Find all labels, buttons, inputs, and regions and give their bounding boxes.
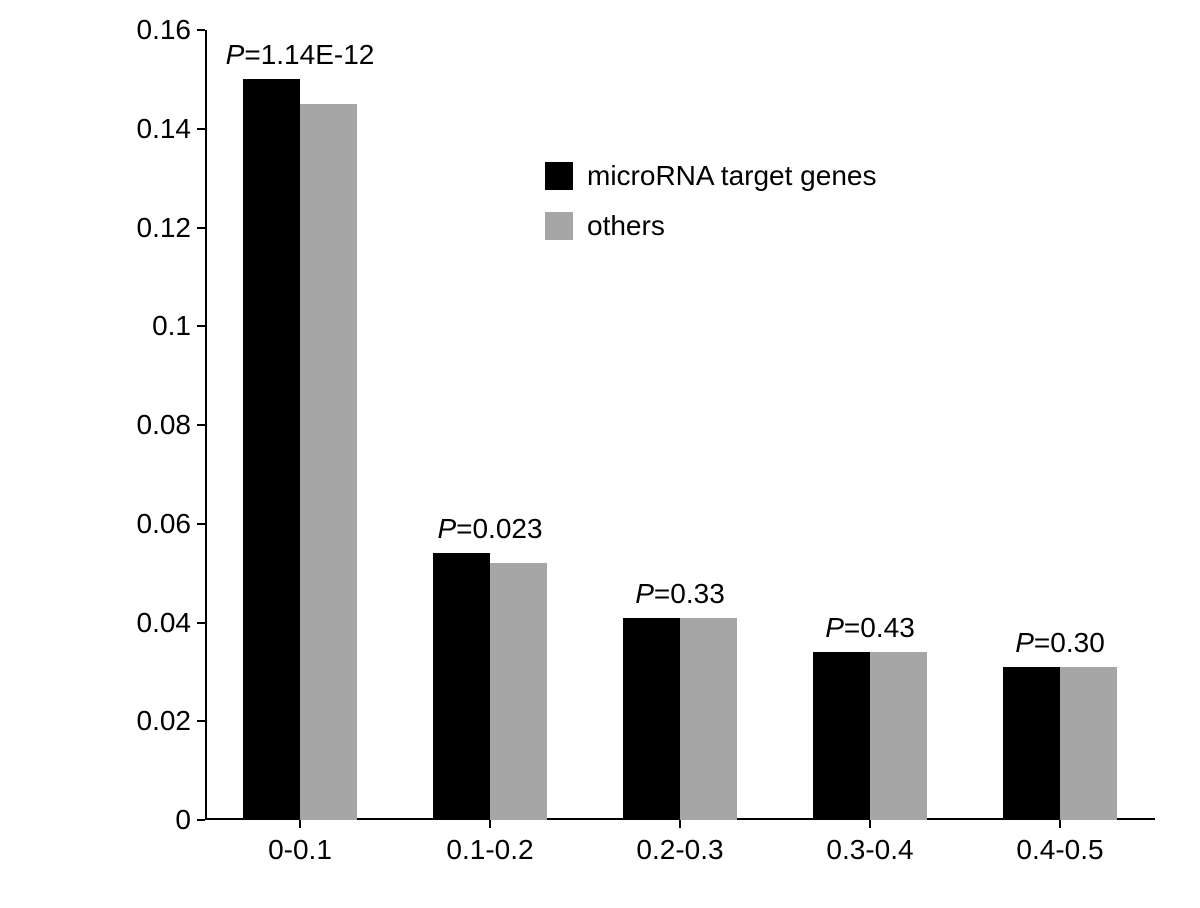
y-tick-label: 0.02: [137, 705, 192, 737]
bar: [490, 563, 547, 820]
y-tick: [197, 523, 205, 525]
y-tick-label: 0.12: [137, 212, 192, 244]
y-tick: [197, 720, 205, 722]
legend-item: microRNA target genes: [545, 160, 876, 192]
legend-label: microRNA target genes: [587, 160, 876, 192]
legend-swatch-others: [545, 212, 573, 240]
y-tick: [197, 424, 205, 426]
bar: [680, 618, 737, 820]
y-tick-label: 0.04: [137, 607, 192, 639]
x-tick: [299, 820, 301, 828]
x-tick-label: 0.1-0.2: [446, 834, 533, 866]
y-axis-line: [205, 30, 207, 820]
chart-container: proportion of SNPs with FST ≤0.05 microR…: [55, 20, 1175, 890]
p-value-label: P=0.023: [437, 513, 542, 545]
y-tick-label: 0.14: [137, 113, 192, 145]
x-tick: [869, 820, 871, 828]
legend-label: others: [587, 210, 665, 242]
y-tick-label: 0.08: [137, 409, 192, 441]
plot-area: microRNA target genes others 00.020.040.…: [205, 30, 1155, 820]
x-tick-label: 0.3-0.4: [826, 834, 913, 866]
x-tick: [1059, 820, 1061, 828]
y-tick: [197, 29, 205, 31]
legend: microRNA target genes others: [545, 160, 876, 260]
y-tick: [197, 227, 205, 229]
y-tick: [197, 325, 205, 327]
p-value-label: P=0.33: [635, 578, 725, 610]
legend-swatch-microrna: [545, 162, 573, 190]
x-tick-label: 0-0.1: [268, 834, 332, 866]
x-tick-label: 0.2-0.3: [636, 834, 723, 866]
x-tick: [489, 820, 491, 828]
y-tick: [197, 819, 205, 821]
bar: [433, 553, 490, 820]
bar: [813, 652, 870, 820]
x-tick-label: 0.4-0.5: [1016, 834, 1103, 866]
bar: [623, 618, 680, 820]
p-value-label: P=0.43: [825, 612, 915, 644]
legend-item: others: [545, 210, 876, 242]
y-tick-label: 0: [175, 804, 191, 836]
y-tick-label: 0.06: [137, 508, 192, 540]
bar: [1060, 667, 1117, 820]
y-tick-label: 0.1: [152, 310, 191, 342]
y-tick-label: 0.16: [137, 14, 192, 46]
y-tick: [197, 622, 205, 624]
x-tick: [679, 820, 681, 828]
p-value-label: P=1.14E-12: [226, 39, 375, 71]
bar: [870, 652, 927, 820]
bar: [1003, 667, 1060, 820]
y-tick: [197, 128, 205, 130]
p-value-label: P=0.30: [1015, 627, 1105, 659]
bar: [300, 104, 357, 820]
bar: [243, 79, 300, 820]
